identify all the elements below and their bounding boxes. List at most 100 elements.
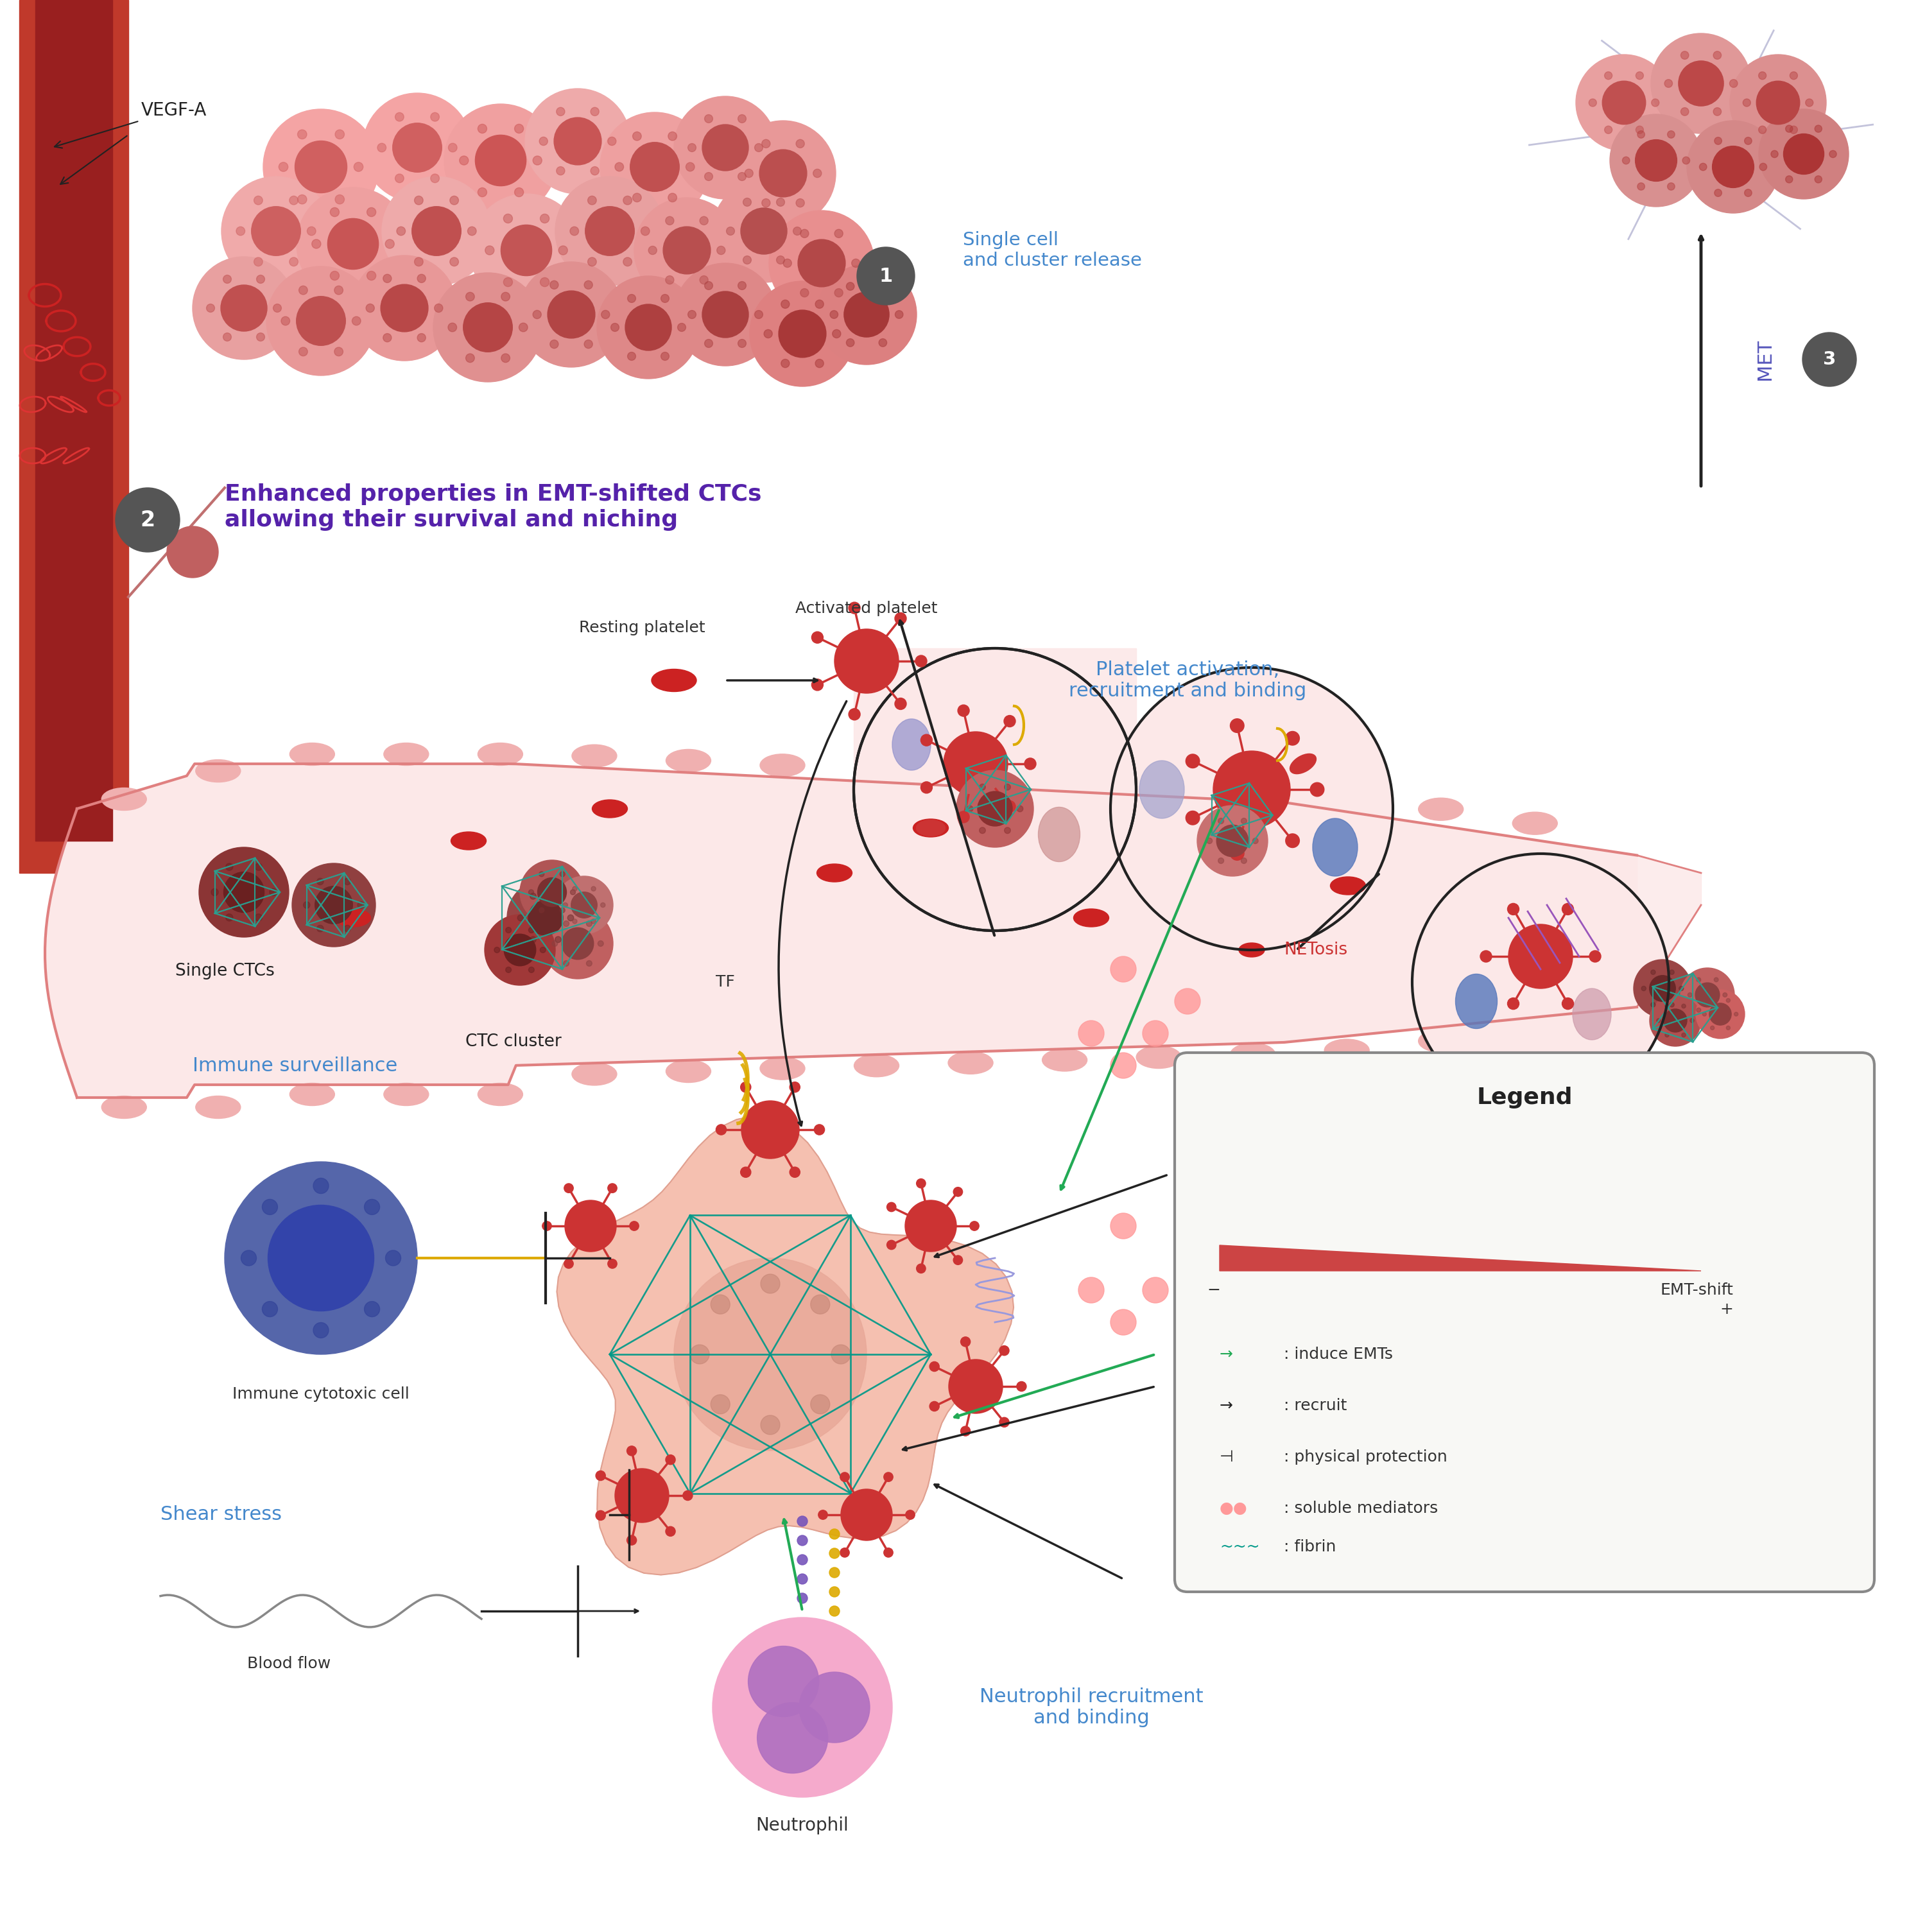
Circle shape <box>313 1179 328 1194</box>
Circle shape <box>764 330 773 338</box>
Circle shape <box>1004 827 1010 833</box>
Circle shape <box>221 176 330 286</box>
Ellipse shape <box>666 750 710 771</box>
Circle shape <box>792 226 802 236</box>
Circle shape <box>596 1511 605 1520</box>
Circle shape <box>777 199 785 207</box>
Circle shape <box>414 195 424 205</box>
Circle shape <box>979 784 985 790</box>
Circle shape <box>1785 176 1793 184</box>
Circle shape <box>1697 978 1701 981</box>
Polygon shape <box>853 649 1136 931</box>
Circle shape <box>1670 1003 1674 1007</box>
Circle shape <box>661 294 670 303</box>
Circle shape <box>304 902 309 908</box>
Circle shape <box>548 292 596 338</box>
Circle shape <box>1000 1347 1010 1356</box>
Circle shape <box>573 920 577 923</box>
Text: ~~~: ~~~ <box>1220 1540 1260 1555</box>
Circle shape <box>504 278 512 286</box>
Circle shape <box>1712 147 1754 187</box>
Circle shape <box>365 1200 380 1215</box>
Ellipse shape <box>195 1095 241 1119</box>
Circle shape <box>166 526 218 578</box>
Ellipse shape <box>384 1084 430 1105</box>
Ellipse shape <box>1512 1020 1558 1043</box>
Circle shape <box>830 311 838 319</box>
Circle shape <box>559 908 565 912</box>
Circle shape <box>888 1202 895 1211</box>
Ellipse shape <box>592 800 628 817</box>
Circle shape <box>554 118 601 164</box>
Circle shape <box>464 303 512 352</box>
Circle shape <box>626 303 672 350</box>
Text: TF: TF <box>716 974 735 989</box>
Circle shape <box>1111 1213 1136 1238</box>
Circle shape <box>731 120 836 226</box>
Circle shape <box>466 354 475 363</box>
Circle shape <box>857 247 914 305</box>
Circle shape <box>754 143 764 153</box>
Circle shape <box>1758 108 1848 199</box>
Circle shape <box>1479 1171 1483 1177</box>
Circle shape <box>796 199 804 207</box>
Ellipse shape <box>1418 1030 1464 1053</box>
Circle shape <box>1634 960 1691 1018</box>
Circle shape <box>506 927 512 933</box>
Circle shape <box>630 143 680 191</box>
Circle shape <box>674 1258 867 1451</box>
Circle shape <box>451 257 458 267</box>
Circle shape <box>1665 1009 1688 1032</box>
Circle shape <box>718 245 725 255</box>
Circle shape <box>878 282 888 290</box>
Circle shape <box>1017 806 1023 811</box>
Circle shape <box>1247 1211 1252 1217</box>
Ellipse shape <box>477 1084 523 1105</box>
Circle shape <box>1758 71 1766 79</box>
Ellipse shape <box>1455 974 1497 1028</box>
Text: : physical protection: : physical protection <box>1283 1449 1447 1464</box>
Text: ⊣: ⊣ <box>1220 1449 1233 1464</box>
Circle shape <box>367 303 374 313</box>
Circle shape <box>798 1555 808 1565</box>
Circle shape <box>1571 1171 1577 1177</box>
Circle shape <box>1224 1211 1229 1217</box>
Circle shape <box>485 914 556 985</box>
Circle shape <box>790 1167 800 1177</box>
Circle shape <box>850 603 861 614</box>
Circle shape <box>470 193 582 307</box>
Circle shape <box>689 1345 710 1364</box>
Circle shape <box>1697 1009 1701 1012</box>
Circle shape <box>1712 108 1722 116</box>
Circle shape <box>834 630 899 694</box>
Circle shape <box>412 207 462 255</box>
Circle shape <box>1594 1211 1600 1217</box>
Circle shape <box>666 216 674 224</box>
Circle shape <box>1247 1171 1252 1177</box>
Circle shape <box>567 914 575 922</box>
Circle shape <box>750 282 855 386</box>
Circle shape <box>846 338 855 346</box>
Circle shape <box>556 166 565 176</box>
Circle shape <box>1665 1034 1668 1037</box>
Circle shape <box>225 914 233 922</box>
Circle shape <box>666 276 674 284</box>
Circle shape <box>1829 151 1836 158</box>
Circle shape <box>811 1294 830 1314</box>
Circle shape <box>586 922 592 927</box>
Circle shape <box>777 255 785 265</box>
Circle shape <box>1004 715 1016 726</box>
Circle shape <box>384 274 391 282</box>
Circle shape <box>1699 162 1707 170</box>
Circle shape <box>661 352 670 361</box>
Circle shape <box>1575 54 1672 151</box>
Circle shape <box>701 276 708 284</box>
Circle shape <box>1667 131 1674 139</box>
Circle shape <box>296 141 347 193</box>
Circle shape <box>1258 1190 1264 1196</box>
Circle shape <box>344 879 351 885</box>
Circle shape <box>1004 784 1010 790</box>
Circle shape <box>540 947 546 952</box>
Text: CTC cluster: CTC cluster <box>466 1034 561 1051</box>
Circle shape <box>598 941 603 947</box>
